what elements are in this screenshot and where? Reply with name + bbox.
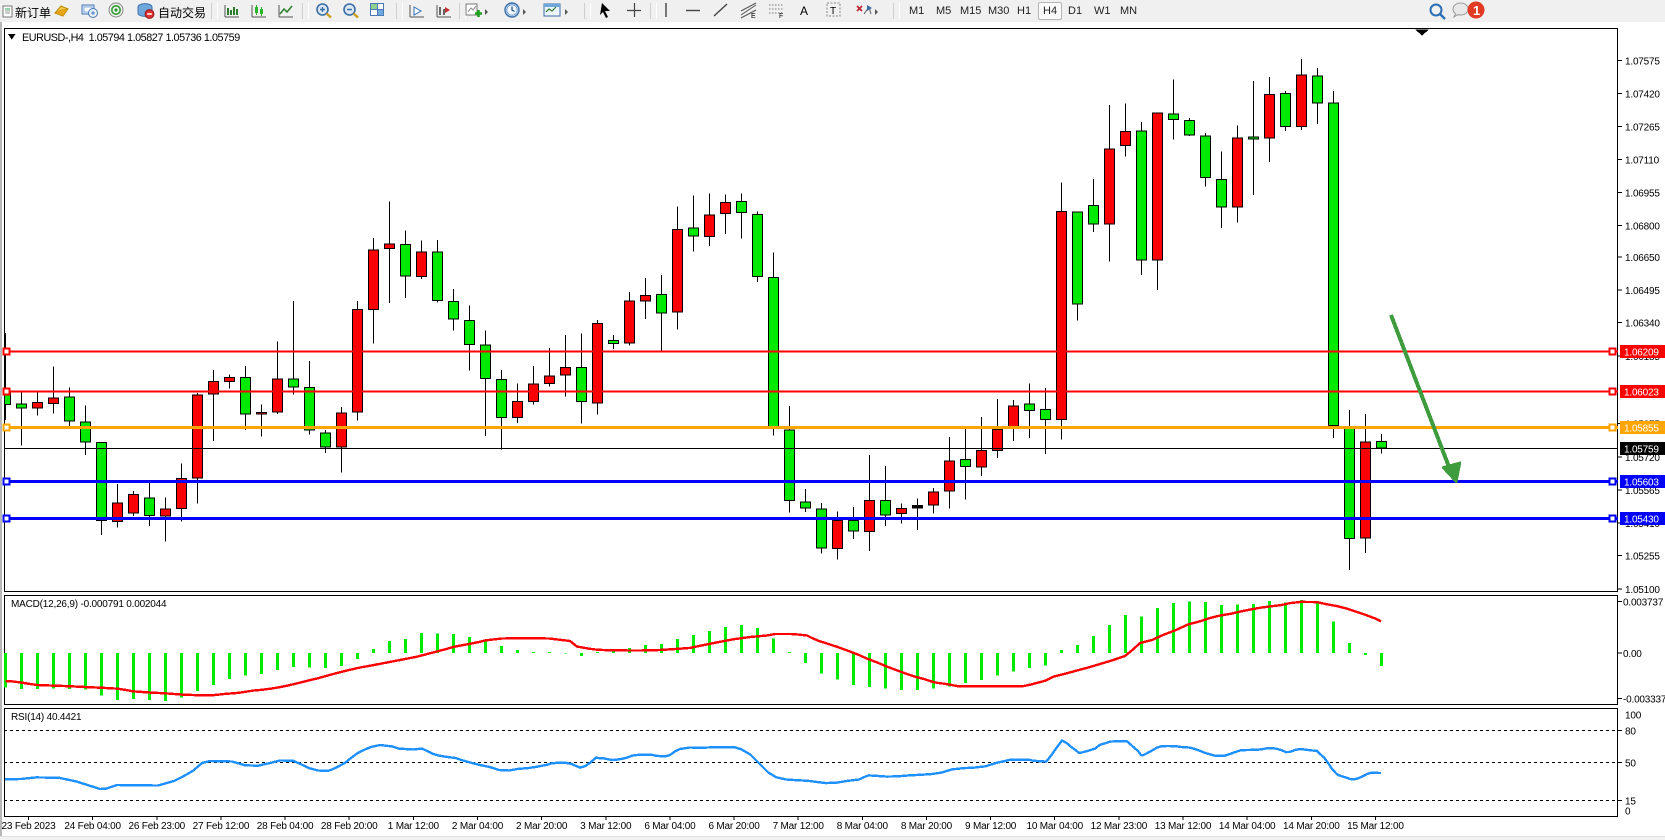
- svg-text:6 Mar 04:00: 6 Mar 04:00: [644, 821, 696, 832]
- svg-text:RSI(14) 40.4421: RSI(14) 40.4421: [11, 712, 82, 723]
- svg-text:1.05720: 1.05720: [1625, 453, 1660, 464]
- svg-text:14 Mar 04:00: 14 Mar 04:00: [1219, 821, 1276, 832]
- svg-text:12 Mar 23:00: 12 Mar 23:00: [1091, 821, 1148, 832]
- svg-text:9 Mar 12:00: 9 Mar 12:00: [965, 821, 1017, 832]
- svg-text:1.06955: 1.06955: [1625, 189, 1660, 200]
- svg-text:EURUSD-,H4 1.05794 1.05827 1.: EURUSD-,H4 1.05794 1.05827 1.05736 1.057…: [22, 32, 240, 44]
- svg-text:1.06340: 1.06340: [1625, 319, 1660, 330]
- svg-text:-0.003337: -0.003337: [1623, 694, 1665, 705]
- svg-text:1.07265: 1.07265: [1625, 123, 1660, 134]
- svg-text:1.06495: 1.06495: [1625, 286, 1660, 297]
- svg-text:6 Mar 20:00: 6 Mar 20:00: [708, 821, 760, 832]
- svg-text:1.05565: 1.05565: [1625, 486, 1660, 497]
- svg-text:7 Mar 12:00: 7 Mar 12:00: [773, 821, 825, 832]
- svg-text:50: 50: [1625, 759, 1636, 770]
- svg-text:24 Feb 04:00: 24 Feb 04:00: [64, 821, 121, 832]
- svg-text:0: 0: [1625, 807, 1631, 818]
- svg-text:1.06650: 1.06650: [1625, 253, 1660, 264]
- svg-text:F: F: [779, 13, 783, 19]
- svg-text:26 Feb 23:00: 26 Feb 23:00: [129, 821, 186, 832]
- svg-text:15: 15: [1625, 796, 1636, 807]
- svg-text:2 Mar 20:00: 2 Mar 20:00: [516, 821, 568, 832]
- svg-text:0.003737: 0.003737: [1623, 597, 1664, 608]
- svg-text:13 Mar 12:00: 13 Mar 12:00: [1155, 821, 1212, 832]
- svg-text:2 Mar 04:00: 2 Mar 04:00: [452, 821, 504, 832]
- svg-text:1.05430: 1.05430: [1624, 515, 1659, 526]
- svg-text:80: 80: [1625, 726, 1636, 737]
- svg-text:1.05100: 1.05100: [1625, 585, 1660, 596]
- svg-text:MACD(12,26,9) -0.000791 0.0020: MACD(12,26,9) -0.000791 0.002044: [11, 599, 167, 610]
- svg-text:28 Feb 04:00: 28 Feb 04:00: [257, 821, 314, 832]
- svg-text:1.07575: 1.07575: [1625, 57, 1660, 68]
- svg-text:T: T: [830, 6, 836, 17]
- svg-text:15 Mar 12:00: 15 Mar 12:00: [1347, 821, 1404, 832]
- svg-text:1.06209: 1.06209: [1624, 348, 1659, 359]
- svg-text:14 Mar 20:00: 14 Mar 20:00: [1283, 821, 1340, 832]
- svg-text:100: 100: [1625, 711, 1642, 722]
- svg-text:1 Mar 12:00: 1 Mar 12:00: [388, 821, 440, 832]
- svg-text:10 Mar 04:00: 10 Mar 04:00: [1026, 821, 1083, 832]
- svg-text:1: 1: [1473, 3, 1480, 18]
- svg-text:27 Feb 12:00: 27 Feb 12:00: [193, 821, 250, 832]
- svg-text:3 Mar 12:00: 3 Mar 12:00: [580, 821, 632, 832]
- svg-text:1.05255: 1.05255: [1625, 552, 1660, 563]
- svg-text:1.05759: 1.05759: [1624, 445, 1659, 456]
- svg-text:1.05603: 1.05603: [1624, 478, 1659, 489]
- svg-text:1.06800: 1.06800: [1625, 222, 1660, 233]
- svg-text:23 Feb 2023: 23 Feb 2023: [2, 821, 57, 832]
- svg-text:8 Mar 04:00: 8 Mar 04:00: [837, 821, 889, 832]
- svg-text:1.06023: 1.06023: [1624, 388, 1659, 399]
- svg-text:1.05855: 1.05855: [1624, 424, 1659, 435]
- svg-text:0.00: 0.00: [1623, 649, 1642, 660]
- svg-text:E: E: [751, 13, 756, 19]
- svg-text:1.07420: 1.07420: [1625, 90, 1660, 101]
- svg-text:8 Mar 20:00: 8 Mar 20:00: [901, 821, 953, 832]
- svg-text:28 Feb 20:00: 28 Feb 20:00: [321, 821, 378, 832]
- svg-text:1.07110: 1.07110: [1625, 156, 1660, 167]
